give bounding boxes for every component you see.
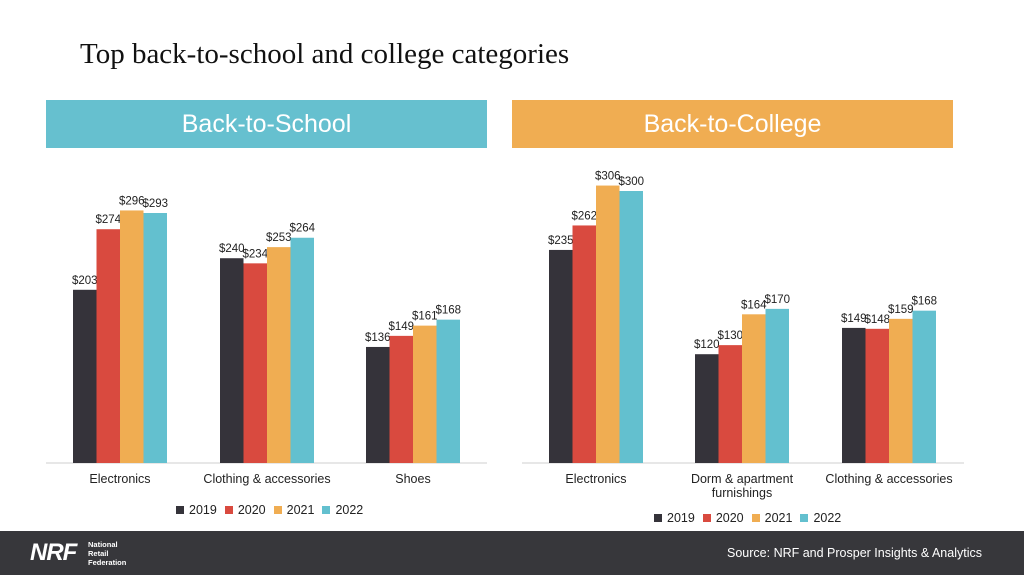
legend-label: 2021	[286, 503, 315, 517]
bar-2022	[290, 237, 314, 463]
data-label: $264	[289, 223, 315, 235]
data-label: $159	[888, 304, 914, 316]
data-label: $130	[717, 330, 743, 342]
bar-2021	[413, 325, 437, 463]
legend-swatch	[176, 506, 184, 514]
bar-2019	[73, 289, 97, 463]
bar-2020	[718, 345, 742, 463]
data-label: $148	[864, 314, 890, 326]
bar-2020	[389, 335, 413, 463]
bar-2019	[220, 258, 244, 463]
back-to-college-banner: Back-to-College	[512, 100, 953, 148]
legend-label: 2019	[189, 503, 217, 517]
legend-swatch	[273, 506, 282, 514]
back-to-college-legend: 2019 2020 2021 2022	[654, 511, 849, 525]
bar-2022	[912, 310, 936, 463]
back-to-college-chart: $235$262$306$300Electronics$120$130$164$…	[522, 171, 964, 500]
source-note: Source: NRF and Prosper Insights & Analy…	[727, 546, 982, 560]
data-label: $120	[694, 339, 720, 351]
bar-2019	[695, 354, 719, 463]
back-to-school-chart: $203$274$296$293Electronics$240$234$253$…	[46, 195, 487, 486]
data-label: $149	[841, 313, 867, 325]
bar-2021	[267, 247, 291, 463]
bar-2020	[865, 328, 889, 463]
page-title: Top back-to-school and college categorie…	[80, 38, 570, 70]
bar-2019	[549, 249, 573, 463]
back-to-school-legend: 2019 2020 2021 2022	[176, 503, 371, 517]
category-label: Electronics	[89, 472, 150, 486]
data-label: $234	[242, 248, 268, 260]
data-label: $161	[412, 311, 438, 323]
data-label: $170	[764, 294, 790, 306]
bar-2021	[120, 210, 144, 463]
bar-2020	[96, 229, 120, 463]
legend-swatch	[654, 514, 662, 522]
bar-2021	[742, 314, 766, 463]
legend-item-2022: 2022	[800, 511, 841, 525]
bar-2021	[596, 185, 620, 463]
legend-label: 2020	[237, 503, 266, 517]
bar-2020	[572, 225, 596, 463]
data-label: $274	[95, 214, 121, 226]
bar-2022	[619, 191, 643, 463]
data-label: $164	[741, 299, 767, 311]
bar-2022	[436, 319, 460, 463]
legend-item-2022: 2022	[322, 503, 363, 517]
legend-swatch	[322, 506, 331, 514]
category-label: Electronics	[565, 472, 626, 486]
data-label: $235	[548, 235, 574, 247]
legend-label: 2020	[715, 511, 744, 525]
data-label: $253	[266, 232, 292, 244]
data-label: $240	[219, 243, 245, 255]
data-label: $168	[435, 305, 461, 317]
bar-2022	[143, 213, 167, 463]
nrf-logo-subtitle: National Retail Federation	[88, 540, 127, 567]
legend-label: 2019	[667, 511, 695, 525]
category-label: Clothing & accessories	[203, 472, 330, 486]
legend-label: 2022	[335, 503, 364, 517]
legend-item-2021: 2021	[273, 503, 315, 517]
category-label: Clothing & accessories	[825, 472, 952, 486]
legend-swatch	[800, 514, 809, 522]
legend-item-2020: 2020	[702, 511, 744, 525]
bar-2019	[842, 327, 866, 463]
data-label: $293	[142, 198, 168, 210]
data-label: $262	[571, 210, 597, 222]
data-label: $168	[911, 296, 937, 308]
footer-bar: NRF National Retail Federation Source: N…	[0, 531, 1024, 575]
bar-2020	[243, 263, 267, 463]
legend-swatch	[702, 514, 711, 522]
data-label: $300	[618, 176, 644, 188]
bar-2019	[366, 346, 390, 463]
legend-item-2021: 2021	[751, 511, 793, 525]
data-label: $149	[388, 321, 414, 333]
data-label: $136	[365, 332, 391, 344]
bar-2022	[765, 308, 789, 463]
back-to-school-banner: Back-to-School	[46, 100, 487, 148]
bar-2021	[889, 318, 913, 463]
legend-swatch	[751, 514, 760, 522]
category-label: Dorm & apartment	[691, 472, 794, 486]
legend-swatch	[224, 506, 233, 514]
category-label: furnishings	[712, 486, 772, 500]
data-label: $203	[72, 275, 98, 287]
legend-item-2019: 2019	[176, 503, 217, 517]
nrf-logo: NRF	[30, 539, 77, 566]
category-label: Shoes	[395, 472, 430, 486]
legend-item-2019: 2019	[654, 511, 695, 525]
data-label: $306	[595, 171, 621, 183]
legend-item-2020: 2020	[224, 503, 266, 517]
data-label: $296	[119, 195, 145, 207]
legend-label: 2022	[813, 511, 842, 525]
legend-label: 2021	[764, 511, 793, 525]
